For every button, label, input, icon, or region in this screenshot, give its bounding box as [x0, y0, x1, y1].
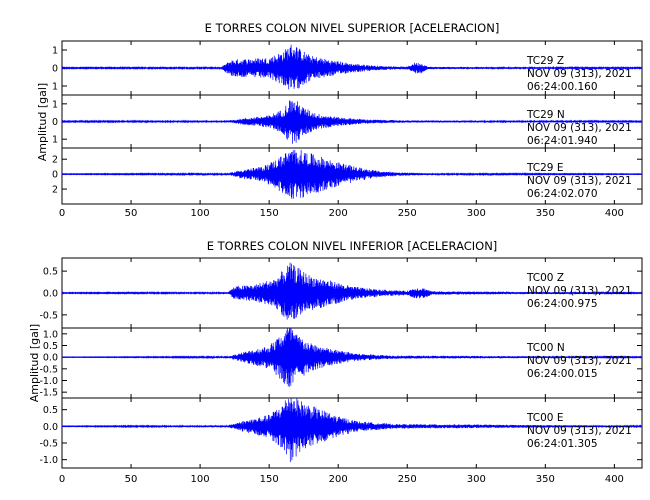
- x-tick-label: 200: [329, 208, 348, 219]
- y-tick-label: 1: [52, 46, 58, 57]
- trace-station-label: TC29 N: [526, 109, 565, 121]
- x-tick-label: 250: [398, 474, 417, 485]
- trace-date-label: NOV 09 (313), 2021: [527, 175, 632, 187]
- y-tick-label: 0: [52, 117, 58, 128]
- trace-date-label: NOV 09 (313), 2021: [527, 122, 632, 134]
- y-tick-label: -0.5: [39, 439, 58, 450]
- x-tick-label: 150: [260, 208, 279, 219]
- y-axis-label: Amplitud [gal]: [28, 324, 41, 402]
- x-tick-label: 100: [191, 474, 210, 485]
- trace-station-label: TC00 N: [526, 342, 565, 354]
- trace-date-label: NOV 09 (313), 2021: [527, 425, 632, 437]
- trace-time-label: 06:24:00.975: [527, 298, 598, 310]
- x-tick-label: 200: [329, 474, 348, 485]
- trace-time-label: 06:24:00.015: [527, 368, 598, 380]
- trace-station-label: TC00 Z: [526, 272, 564, 284]
- x-tick-label: 0: [59, 474, 65, 485]
- y-axis-label: Amplitud [gal]: [36, 83, 49, 161]
- trace-date-label: NOV 09 (313), 2021: [527, 68, 632, 80]
- trace-date-label: NOV 09 (313), 2021: [527, 355, 632, 367]
- y-tick-label: 0: [52, 64, 58, 75]
- trace-time-label: 06:24:02.070: [527, 188, 598, 200]
- y-tick-label: -0.5: [39, 310, 58, 321]
- x-tick-label: 100: [191, 208, 210, 219]
- chart-title: E TORRES COLON NIVEL SUPERIOR [ACELERACI…: [205, 21, 500, 35]
- trace-station-label: TC29 E: [526, 162, 563, 174]
- y-tick-label: 1: [52, 82, 58, 93]
- trace-station-label: TC29 Z: [526, 55, 564, 67]
- x-tick-label: 350: [536, 474, 555, 485]
- chart-2: E TORRES COLON NIVEL INFERIOR [ACELERACI…: [28, 239, 643, 485]
- y-tick-label: 1.0: [43, 329, 58, 340]
- y-tick-label: -0.5: [39, 364, 58, 375]
- trace-time-label: 06:24:01.940: [527, 135, 598, 147]
- y-tick-label: 0.5: [43, 405, 58, 416]
- trace-date-label: NOV 09 (313), 2021: [527, 285, 632, 297]
- panel-frame: [61, 147, 643, 205]
- y-tick-label: 2: [52, 155, 58, 166]
- x-tick-label: 400: [605, 474, 624, 485]
- y-tick-label: 0.0: [43, 422, 58, 433]
- y-tick-label: 0.0: [43, 353, 58, 364]
- x-tick-label: 0: [59, 208, 65, 219]
- chart-1: E TORRES COLON NIVEL SUPERIOR [ACELERACI…: [36, 21, 643, 219]
- x-tick-label: 400: [605, 208, 624, 219]
- y-tick-label: 1: [52, 135, 58, 146]
- y-tick-label: 0.5: [43, 341, 58, 352]
- x-tick-label: 350: [536, 208, 555, 219]
- trace-time-label: 06:24:00.160: [527, 81, 598, 93]
- y-tick-label: 2: [52, 185, 58, 196]
- trace-time-label: 06:24:01.305: [527, 438, 598, 450]
- y-tick-label: -1.0: [39, 455, 58, 466]
- x-tick-label: 150: [260, 474, 279, 485]
- trace-station-label: TC00 E: [526, 412, 563, 424]
- y-tick-label: 0: [52, 170, 58, 181]
- chart-title: E TORRES COLON NIVEL INFERIOR [ACELERACI…: [207, 239, 498, 253]
- y-tick-label: 1: [52, 99, 58, 110]
- x-tick-label: 50: [125, 474, 138, 485]
- x-tick-label: 300: [467, 474, 486, 485]
- x-tick-label: 50: [125, 208, 138, 219]
- y-tick-label: -1.5: [39, 388, 58, 399]
- y-tick-label: -1.0: [39, 376, 58, 387]
- x-tick-label: 250: [398, 208, 417, 219]
- y-tick-label: 0.0: [43, 289, 58, 300]
- x-tick-label: 300: [467, 208, 486, 219]
- y-tick-label: 0.5: [43, 267, 58, 278]
- panel-frame: [61, 397, 643, 469]
